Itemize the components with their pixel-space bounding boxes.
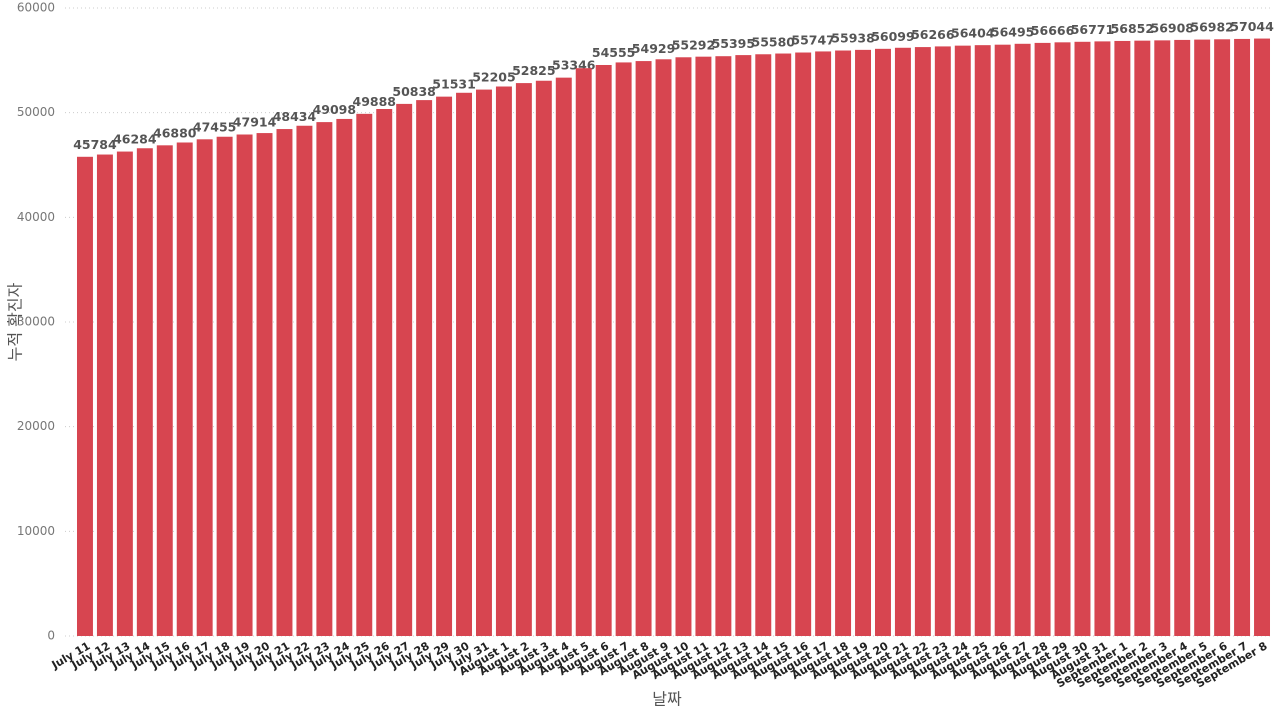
data-label: 49098 [313,102,357,117]
bar [336,118,353,637]
bar [1134,40,1151,636]
bar [994,44,1011,636]
bar [156,145,173,636]
bar [535,80,552,636]
bar [1254,38,1271,636]
data-label: 57044 [1230,19,1274,34]
data-label: 48434 [273,109,317,124]
bar [276,129,293,636]
bar [1234,38,1251,637]
bar [1094,41,1111,636]
y-tick-label: 30000 [17,315,55,329]
bar [874,48,891,637]
bar [595,64,612,637]
bar [815,51,832,637]
bar [1114,40,1131,636]
data-label: 47455 [193,119,237,134]
data-label: 56852 [1111,21,1155,36]
data-label: 55395 [712,36,756,51]
data-label: 55292 [672,37,716,52]
bar [555,77,572,636]
bar [515,83,532,637]
bar [894,47,911,637]
data-label: 56666 [1031,23,1075,38]
bar [216,136,233,637]
data-label: 52205 [472,70,516,85]
y-tick-label: 0 [47,629,55,643]
data-label: 52825 [512,63,556,78]
bar [356,113,373,637]
bar [396,103,413,636]
data-label: 56982 [1190,20,1234,35]
bar [495,86,512,636]
data-label: 56266 [911,27,955,42]
bar [376,109,393,636]
data-label: 46284 [113,132,157,147]
bar [116,151,133,637]
data-label: 45784 [73,137,117,152]
data-label: 55580 [752,34,796,49]
bar [575,68,592,636]
data-label: 56908 [1151,20,1195,35]
bar [136,148,153,636]
bar [914,47,931,637]
bar [655,59,672,636]
y-axis-title: 누적 확진자 [6,282,25,361]
bar [76,156,93,636]
bar [1014,43,1031,636]
bar [675,57,692,637]
y-tick-label: 60000 [17,1,55,15]
bar [176,142,193,636]
bar [934,46,951,637]
bar [1154,40,1171,637]
data-label: 54555 [592,45,636,60]
bar [855,49,872,637]
bar [695,56,712,637]
bar [1034,42,1051,636]
bar [416,100,433,636]
data-label: 55938 [831,31,875,46]
bar [256,133,273,636]
y-tick-label: 20000 [17,419,55,433]
bar [1074,41,1091,636]
data-label: 56495 [991,25,1035,40]
bar [715,56,732,637]
data-label: 54929 [632,41,676,56]
bar [296,125,313,636]
bar [1054,42,1071,636]
bar [196,139,213,637]
bar [1214,39,1231,636]
bar [974,45,991,636]
data-label: 47914 [233,115,277,130]
bar [1194,39,1211,637]
data-label: 51531 [432,77,476,92]
y-tick-label: 10000 [17,524,55,538]
y-tick-label: 40000 [17,210,55,224]
bar [1174,39,1191,636]
bar [755,54,772,636]
bar [316,122,333,636]
bar [615,62,632,637]
bar [635,61,652,636]
bar [835,50,852,636]
bar [436,96,453,636]
data-label: 56771 [1071,22,1115,37]
bar [735,55,752,637]
data-label: 49888 [353,94,397,109]
bar [96,154,113,637]
bar [475,89,492,637]
data-label: 50838 [392,84,436,99]
bar [775,53,792,636]
data-label: 56404 [951,26,995,41]
bar [795,52,812,637]
x-axis-title: 날짜 [652,690,682,709]
bar [456,92,473,636]
bar [954,45,971,637]
y-tick-label: 50000 [17,105,55,119]
data-label: 55747 [791,33,835,48]
bar [236,134,253,637]
data-label: 56099 [871,29,915,44]
data-label: 46880 [153,125,197,140]
